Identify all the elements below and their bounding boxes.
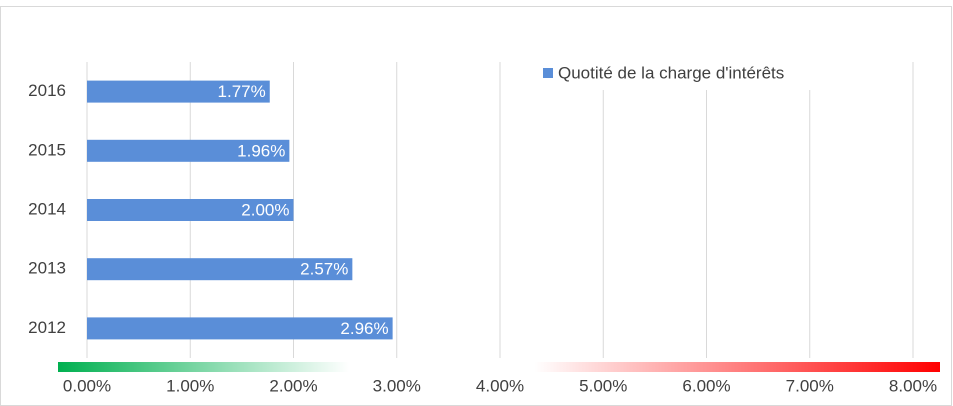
x-tick-label: 5.00% [579,376,627,395]
value-label: 2.96% [340,319,388,338]
bar [87,199,294,221]
value-label: 1.96% [237,141,285,160]
value-label: 1.77% [218,82,266,101]
bar [87,258,353,281]
bar [87,80,270,103]
value-label: 2.57% [300,260,348,279]
bar [87,139,290,162]
value-label: 2.00% [241,200,289,219]
x-tick-label: 6.00% [682,376,730,395]
x-tick-label: 1.00% [166,376,214,395]
legend-label: Quotité de la charge d'intérêts [558,63,784,82]
x-tick-label: 0.00% [63,376,111,395]
legend-background [535,58,865,90]
x-tick-label: 7.00% [786,376,834,395]
y-tick-label: 2015 [28,140,66,159]
bar [87,317,393,340]
y-tick-label: 2012 [28,318,66,337]
x-tick-label: 3.00% [373,376,421,395]
x-tick-label: 4.00% [476,376,524,395]
legend-swatch [543,68,553,78]
x-tick-label: 2.00% [269,376,317,395]
x-tick-label: 8.00% [889,376,937,395]
y-tick-label: 2013 [28,259,66,278]
y-tick-label: 2016 [28,81,66,100]
color-scale-strip [58,362,940,372]
y-tick-label: 2014 [28,199,66,218]
